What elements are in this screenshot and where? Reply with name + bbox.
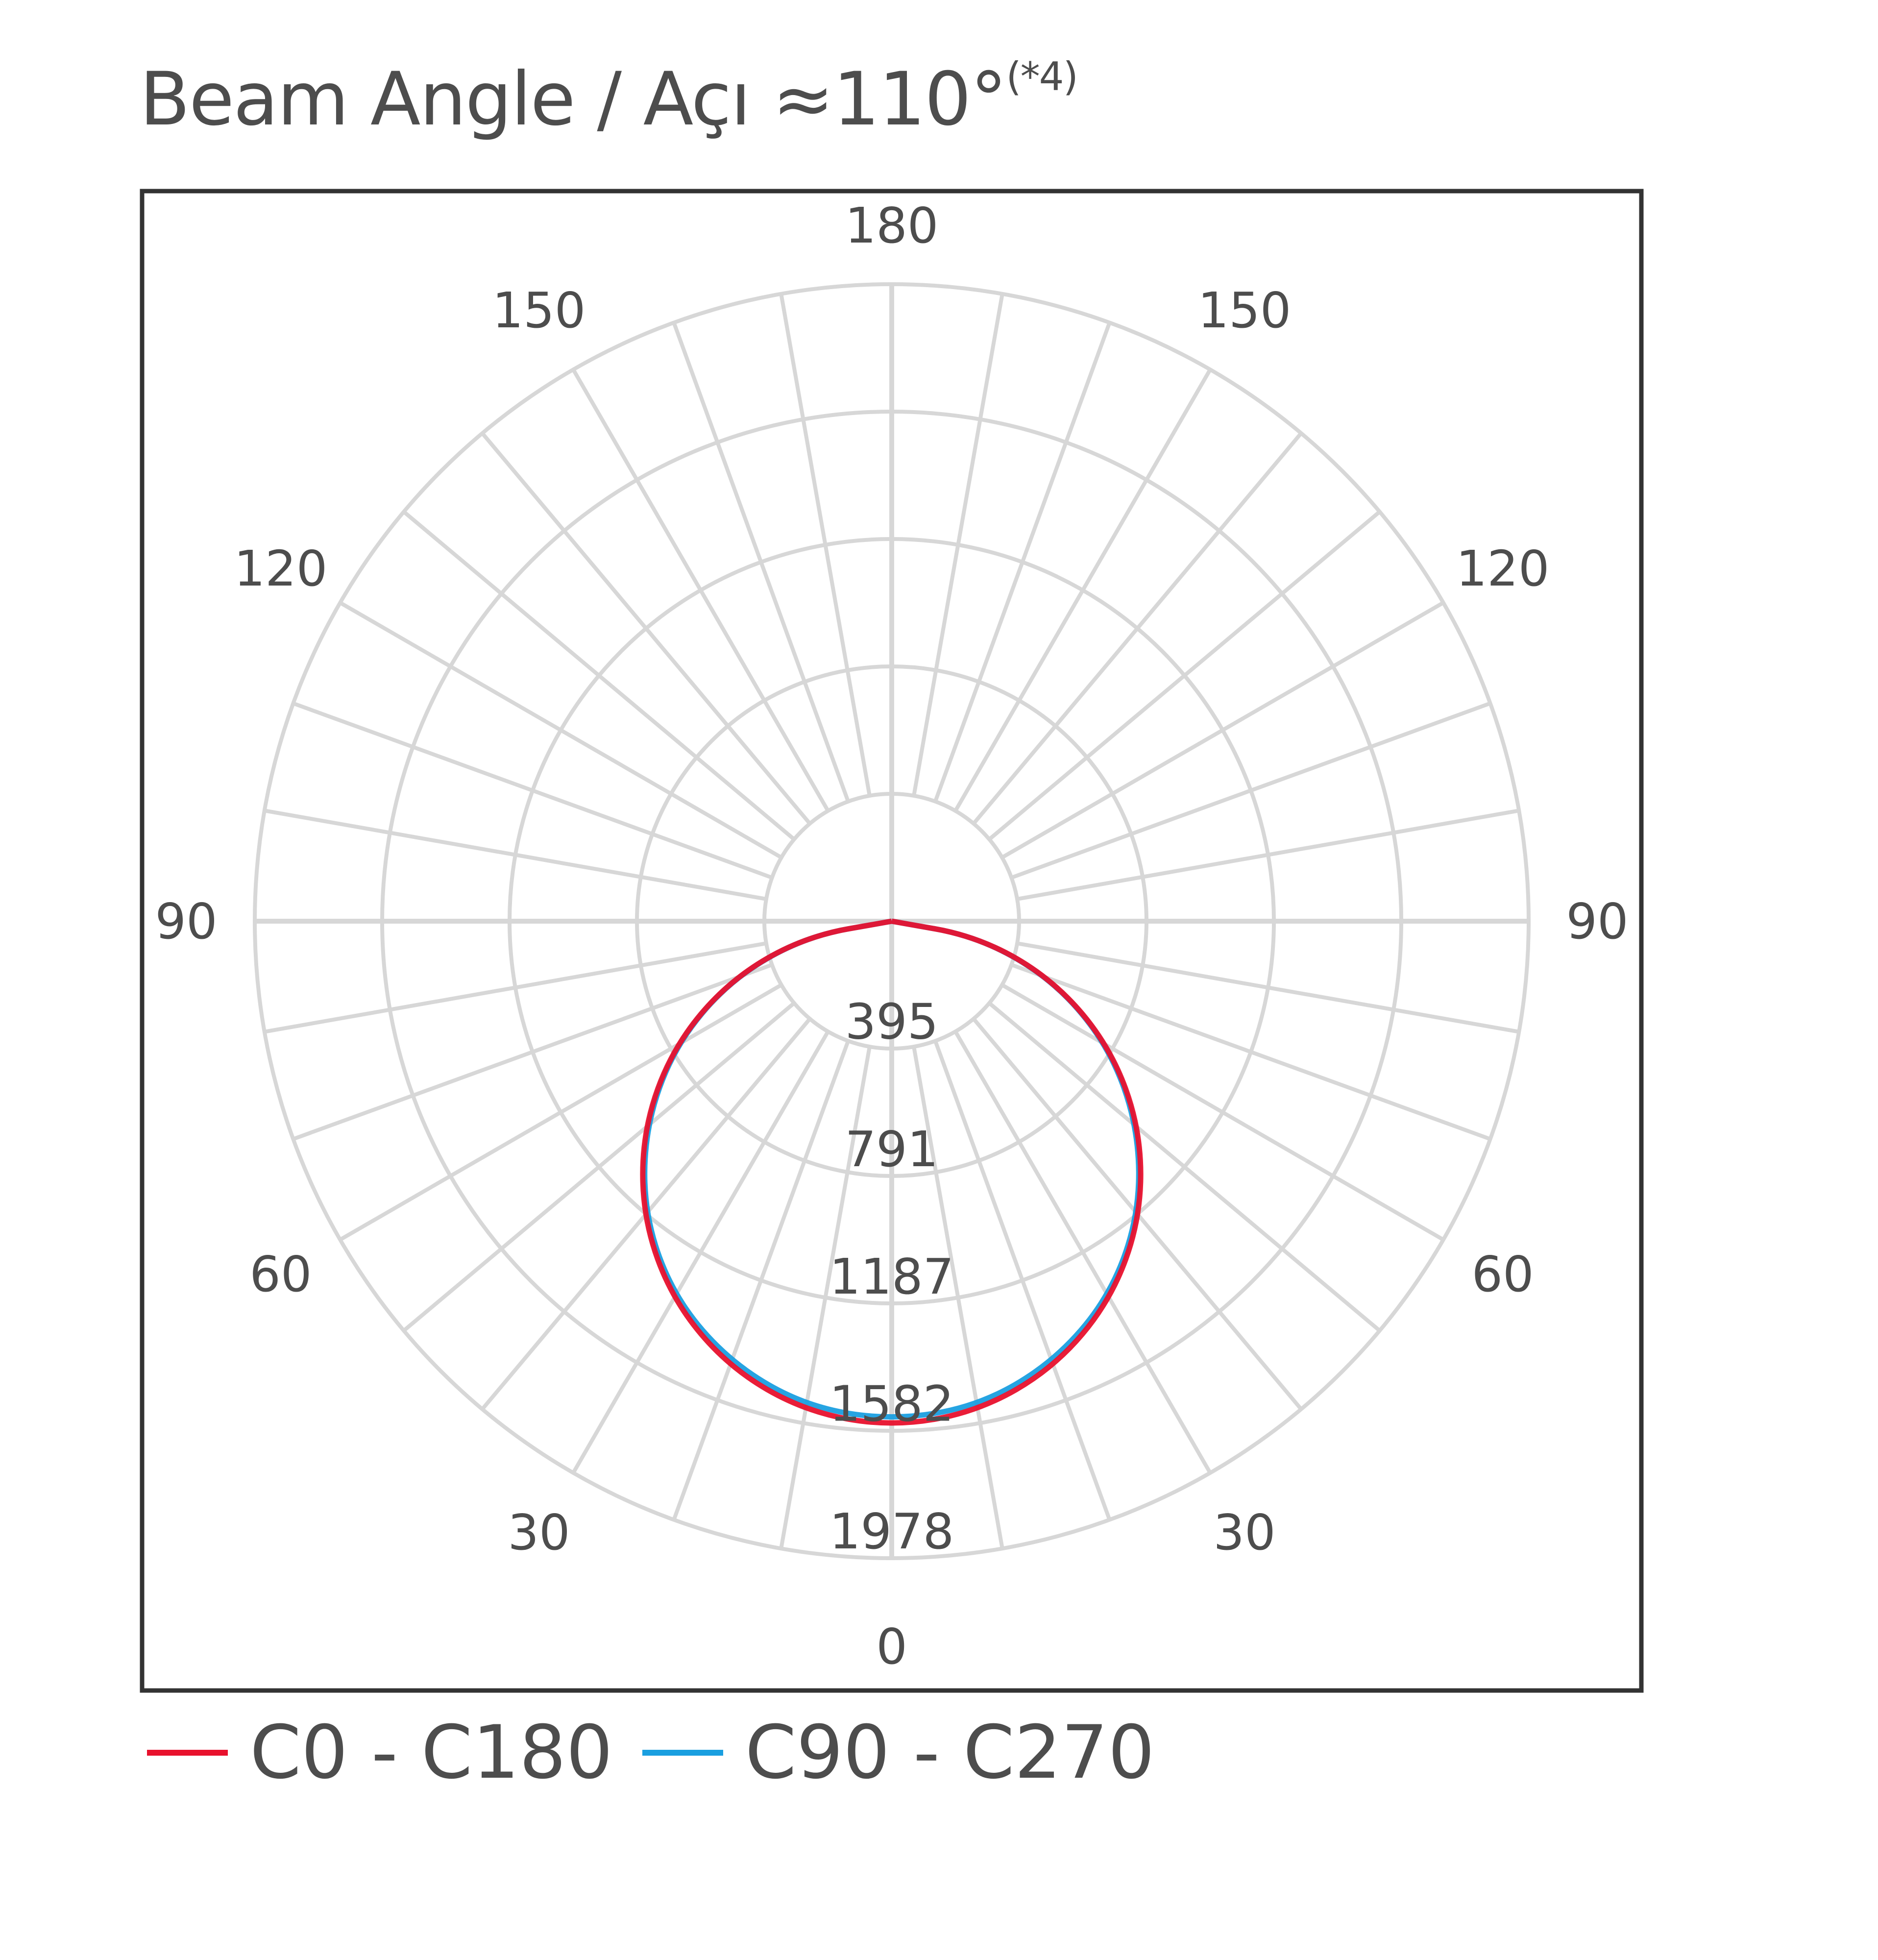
grid-spoke (264, 808, 767, 901)
legend-label-c90-c270: C90 - C270 (745, 1710, 1155, 1795)
grid-spoke (933, 1040, 1112, 1520)
grid-spoke (953, 368, 1212, 812)
angle-label: 180 (845, 197, 939, 254)
angle-label: 30 (1213, 1504, 1275, 1561)
grid-spoke (1010, 701, 1491, 880)
grid-spoke (672, 322, 850, 803)
grid-spoke (339, 983, 782, 1242)
legend: C0 - C180 C90 - C270 (147, 1710, 1184, 1795)
grid-spoke (339, 601, 782, 859)
angle-label: 30 (508, 1504, 570, 1561)
grid-spoke (672, 1040, 850, 1520)
legend-label-c0-c180: C0 - C180 (250, 1710, 613, 1795)
grid-spoke (293, 701, 773, 880)
axis-labels: 395 791 1187 1582 1978 180 150 120 90 60 30 0 150 120… (155, 197, 1628, 1675)
radial-tick-label: 1187 (829, 1248, 954, 1305)
grid-spoke (481, 432, 811, 825)
grid-spoke (571, 368, 830, 812)
polar-grid (253, 282, 1531, 1560)
grid-spoke (1017, 808, 1519, 901)
grid-spoke (912, 1046, 1004, 1549)
chart-title-note: (*4) (1006, 54, 1078, 99)
radial-tick-label: 1582 (829, 1375, 954, 1433)
grid-spoke (571, 1030, 830, 1474)
angle-label: 90 (1566, 893, 1628, 950)
angle-label: 150 (492, 282, 586, 339)
angle-label: 120 (1456, 540, 1550, 597)
grid-spoke (953, 1030, 1212, 1474)
grid-spoke (1017, 941, 1519, 1034)
grid-spoke (912, 294, 1004, 796)
grid-spoke (402, 510, 796, 841)
angle-label: 120 (234, 540, 327, 597)
angle-label: 60 (249, 1246, 312, 1303)
chart-title-text: Beam Angle / Açı ≈110° (140, 57, 1007, 142)
legend-item-c0-c180: C0 - C180 (147, 1710, 613, 1795)
angle-label: 90 (155, 893, 217, 950)
angle-label: 150 (1198, 282, 1292, 339)
legend-item-c90-c270: C90 - C270 (642, 1710, 1155, 1795)
legend-swatch-c90-c270 (642, 1750, 723, 1756)
grid-spoke (988, 510, 1381, 841)
grid-spoke (779, 294, 872, 796)
grid-spoke (972, 432, 1303, 825)
grid-spoke (402, 1002, 796, 1332)
grid-spoke (264, 941, 767, 1034)
angle-label: 60 (1471, 1246, 1534, 1303)
radial-tick-label: 395 (845, 993, 939, 1051)
grid-spoke (293, 963, 773, 1141)
grid-spoke (1010, 963, 1491, 1141)
radial-tick-label: 1978 (829, 1503, 954, 1560)
grid-spoke (779, 1046, 872, 1549)
series-curve-c0-c180 (640, 918, 1144, 1426)
legend-swatch-c0-c180 (147, 1750, 228, 1756)
chart-title: Beam Angle / Açı ≈110°(*4) (140, 54, 1078, 142)
grid-spoke (1001, 601, 1444, 859)
grid-spoke (988, 1002, 1381, 1332)
grid-spoke (1001, 983, 1444, 1242)
radial-tick-label: 791 (845, 1121, 939, 1178)
grid-spoke (933, 322, 1112, 803)
series-layer (640, 918, 1144, 1426)
angle-label: 0 (876, 1618, 907, 1675)
